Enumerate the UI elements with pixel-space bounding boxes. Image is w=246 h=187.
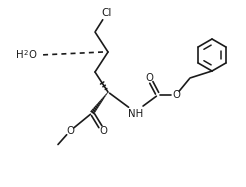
Polygon shape bbox=[90, 110, 95, 114]
Text: O: O bbox=[99, 126, 107, 136]
Polygon shape bbox=[93, 107, 97, 111]
Text: O: O bbox=[172, 90, 180, 100]
Text: O: O bbox=[66, 126, 74, 136]
Polygon shape bbox=[105, 94, 107, 96]
Text: Cl: Cl bbox=[102, 8, 112, 18]
Polygon shape bbox=[96, 103, 100, 107]
Polygon shape bbox=[92, 108, 96, 113]
Polygon shape bbox=[94, 105, 99, 109]
Text: O: O bbox=[28, 50, 36, 60]
Text: NH: NH bbox=[128, 109, 144, 119]
Polygon shape bbox=[106, 92, 108, 94]
Text: H: H bbox=[16, 50, 24, 60]
Text: 2: 2 bbox=[24, 50, 28, 56]
Polygon shape bbox=[103, 95, 106, 98]
Polygon shape bbox=[99, 100, 102, 103]
Text: O: O bbox=[145, 73, 153, 83]
Polygon shape bbox=[102, 97, 105, 100]
Polygon shape bbox=[97, 102, 101, 105]
Polygon shape bbox=[100, 98, 104, 102]
